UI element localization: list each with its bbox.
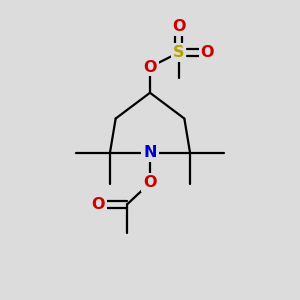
Text: O: O [200, 45, 214, 60]
Text: N: N [143, 146, 157, 160]
Text: O: O [143, 59, 157, 74]
Text: O: O [143, 176, 157, 190]
Text: O: O [172, 20, 185, 34]
Text: O: O [92, 197, 105, 212]
Text: S: S [173, 45, 184, 60]
